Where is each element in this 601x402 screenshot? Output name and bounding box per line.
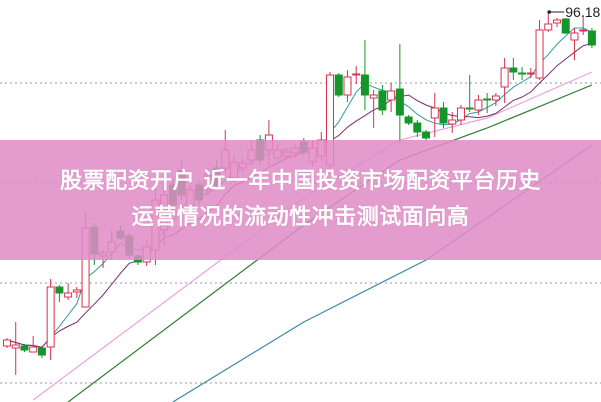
candle-down (404, 116, 413, 124)
candle-down (483, 98, 492, 101)
candle-down (439, 107, 448, 124)
candle-up (46, 286, 55, 348)
candle-up (11, 344, 20, 349)
candle-up (343, 76, 352, 96)
candle-up (491, 95, 500, 101)
candle-up (387, 90, 396, 101)
title-line-1: 股票配资开户 近一年中国投资市场配资平台历史 (60, 169, 541, 194)
candle-up (430, 107, 439, 119)
candle-down (37, 347, 46, 356)
candle-down (465, 107, 474, 110)
candle-up (352, 73, 361, 76)
candle-down (561, 18, 570, 34)
max-price-label: 96.18 (565, 4, 600, 20)
candle-up (474, 99, 483, 111)
candle-down (334, 74, 343, 96)
candle-up (570, 32, 579, 41)
candle-up (448, 119, 457, 125)
candle-down (413, 122, 422, 133)
candle-up (544, 23, 553, 31)
candle-down (509, 67, 518, 73)
candle-up (579, 29, 588, 32)
candle-up (500, 67, 509, 88)
candle-up (369, 94, 378, 99)
candle-down (587, 30, 596, 46)
candle-up (552, 19, 561, 24)
candle-down (422, 131, 431, 139)
candle-up (3, 339, 11, 347)
candle-down (360, 74, 369, 96)
candle-down (20, 345, 29, 351)
title-banner: 股票配资开户 近一年中国投资市场配资平台历史 运营情况的流动性冲击测试面向高 (0, 140, 601, 260)
title-line-2: 运营情况的流动性冲击测试面向高 (131, 205, 470, 230)
candle-up (535, 29, 544, 79)
candle-down (395, 88, 404, 116)
candle-down (378, 90, 387, 111)
candle-down (55, 286, 64, 294)
candle-up (64, 292, 73, 298)
candle-up (526, 72, 535, 75)
max-marker-dot (547, 10, 552, 14)
candle-up (72, 289, 81, 293)
candle-up (29, 346, 38, 353)
candle-down (518, 72, 527, 75)
candle-up (456, 107, 465, 121)
